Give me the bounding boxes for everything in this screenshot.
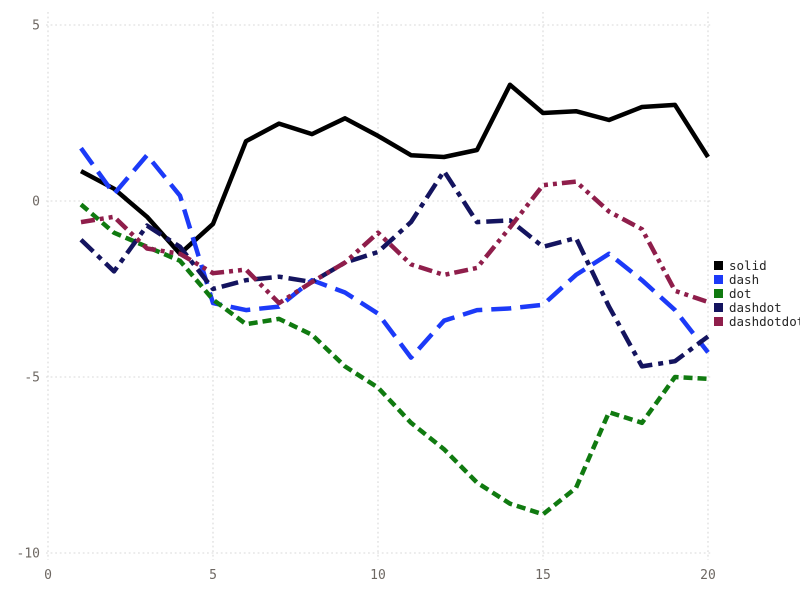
legend-swatch <box>714 317 723 326</box>
y-tick-label: -5 <box>24 371 40 386</box>
legend-item-dash: dash <box>714 272 800 287</box>
legend-swatch <box>714 303 723 312</box>
y-tick-label: -10 <box>17 547 40 562</box>
series-solid <box>79 82 710 257</box>
axis-ticks: 0 5 10 15 20 5 0 -5 -10 <box>17 19 716 584</box>
x-tick-label: 0 <box>44 568 52 583</box>
grid <box>46 12 712 560</box>
legend-label: dashdotdot <box>729 314 800 329</box>
legend-label: dashdot <box>729 300 782 315</box>
x-tick-label: 15 <box>535 568 551 583</box>
legend-swatch <box>714 261 723 270</box>
legend-swatch <box>714 289 723 298</box>
series-dashdotdot <box>80 179 709 306</box>
series-dashdot <box>79 168 710 369</box>
legend-item-solid: solid <box>714 258 800 273</box>
y-tick-label: 0 <box>32 195 40 210</box>
series-dot <box>79 202 709 517</box>
y-tick-label: 5 <box>32 19 40 34</box>
series-dash <box>79 146 710 360</box>
x-tick-label: 10 <box>370 568 386 583</box>
legend: solid dash dot dashdot dashdotdot <box>714 258 800 329</box>
legend-item-dashdot: dashdot <box>714 300 800 315</box>
legend-label: dot <box>729 286 752 301</box>
legend-swatch <box>714 275 723 284</box>
x-tick-label: 20 <box>700 568 716 583</box>
legend-label: solid <box>729 258 767 273</box>
legend-label: dash <box>729 272 760 287</box>
legend-item-dot: dot <box>714 286 800 301</box>
x-tick-label: 5 <box>209 568 217 583</box>
legend-item-dashdotdot: dashdotdot <box>714 314 800 329</box>
